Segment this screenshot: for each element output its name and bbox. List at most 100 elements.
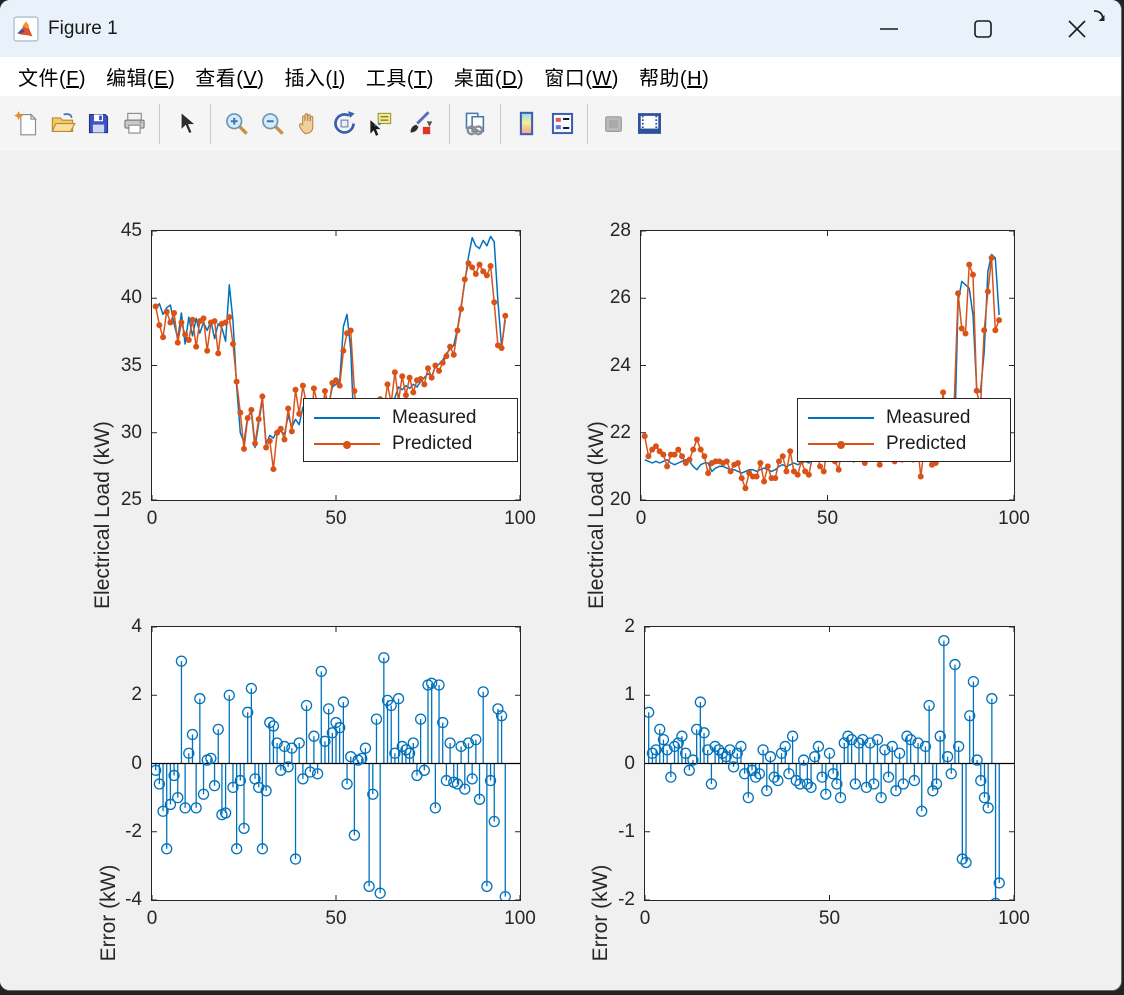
rotate-3d-button[interactable]: [326, 104, 362, 144]
axes-error-working-day: [151, 626, 521, 901]
save-figure-button[interactable]: [80, 104, 116, 144]
open-file-button[interactable]: [44, 104, 80, 144]
menu-item-i[interactable]: 插入(I): [284, 68, 346, 90]
y-tick-label: 1: [624, 684, 635, 706]
toolbar-separator: [449, 103, 450, 144]
window-title: Figure 1: [48, 17, 118, 39]
ylabel-error-non-working: Error (kW): [589, 864, 612, 962]
print-figure-button[interactable]: [116, 104, 152, 144]
link-plot-button[interactable]: [457, 104, 493, 144]
x-tick-label: 50: [818, 908, 841, 929]
predicted-line-sample: [314, 440, 380, 449]
ylabel-error-working: Error (kW): [97, 864, 120, 962]
toolbar: ▾: [0, 96, 1121, 152]
y-tick-label: 25: [120, 489, 142, 510]
y-tick-label: 0: [131, 752, 142, 774]
ylabel-working-day: Electrical Load (kW): [91, 421, 114, 609]
y-tick-label: 30: [120, 421, 142, 443]
close-icon: [1068, 20, 1086, 38]
toolbar-separator: [210, 103, 211, 144]
disabled-tool-icon: [604, 116, 622, 132]
menu-item-v[interactable]: 查看(V): [195, 68, 265, 90]
x-tick-label: 50: [325, 908, 347, 929]
menu-item-w[interactable]: 窗口(W): [544, 68, 619, 90]
zoom-out-button[interactable]: [254, 104, 290, 144]
x-tick-label: 0: [635, 508, 647, 529]
dock-arrow-icon[interactable]: [1091, 8, 1109, 26]
x-tick-label: 0: [639, 908, 651, 929]
axes-error-non-working-day: [644, 626, 1015, 901]
datatip-icon: [369, 112, 391, 136]
legend-item-measured: Measured: [808, 405, 1002, 431]
maximize-button[interactable]: [951, 6, 1015, 52]
hand-icon: [298, 113, 313, 135]
x-tick-label: 100: [504, 508, 536, 529]
ylabel-non-working-day: Electrical Load (kW): [585, 421, 608, 609]
y-tick-label: -4: [125, 889, 142, 910]
titlebar[interactable]: Figure 1: [0, 0, 1121, 57]
y-tick-label: 0: [624, 752, 635, 774]
menu-item-e[interactable]: 编辑(E): [106, 68, 176, 90]
insert-colorbar-button[interactable]: [508, 104, 544, 144]
legend-item-predicted: Predicted: [314, 431, 509, 457]
insert-legend-button[interactable]: [544, 104, 580, 144]
menubar: 文件(F) 编辑(E) 查看(V) 插入(I) 工具(T) 桌面(D) 窗口(W) 帮助(H): [0, 57, 1121, 97]
toolbar-separator: [159, 103, 160, 144]
brush-data-button[interactable]: ▾: [398, 104, 442, 144]
dock-icon: [637, 113, 661, 134]
pan-button[interactable]: [290, 104, 326, 144]
y-tick-label: 40: [120, 287, 142, 309]
y-tick-label: -2: [618, 889, 635, 910]
y-tick-label: -1: [618, 820, 635, 842]
minimize-button[interactable]: [857, 6, 921, 52]
toolbar-separator: [500, 103, 501, 144]
plot-area-error-non-working-day: [645, 627, 1014, 900]
data-cursor-button[interactable]: [362, 104, 398, 144]
edit-plot-button[interactable]: [167, 104, 203, 144]
x-tick-label: 100: [998, 908, 1030, 929]
y-tick-label: 2: [131, 684, 142, 706]
x-tick-label: 100: [998, 508, 1030, 529]
figure-canvas: Forecast using FFNN Compressor 1 - Worki…: [0, 151, 1121, 990]
x-tick-label: 0: [146, 908, 158, 929]
close-button[interactable]: [1045, 6, 1109, 52]
menu-item-d[interactable]: 桌面(D): [453, 68, 525, 90]
y-tick-label: 28: [609, 220, 631, 241]
printer-icon: [123, 112, 145, 134]
menu-item-t[interactable]: 工具(T): [365, 68, 434, 90]
y-tick-label: 35: [120, 354, 142, 376]
measured-line-sample: [808, 417, 874, 419]
x-tick-label: 50: [325, 508, 347, 529]
plot-area-forecast-working-day: [152, 231, 520, 500]
y-tick-label: 4: [131, 616, 142, 637]
predicted-marker-dot: [343, 440, 351, 449]
link-icon: [465, 112, 484, 136]
x-tick-label: 0: [146, 508, 158, 529]
minimize-icon: [880, 28, 898, 30]
menu-item-f[interactable]: 文件(F): [18, 68, 87, 90]
menu-item-h[interactable]: 帮助(H): [638, 68, 710, 90]
legend-icon: [551, 112, 573, 135]
y-tick-label: 26: [609, 287, 631, 309]
legend-non-working-day[interactable]: Measured Predicted: [797, 398, 1011, 462]
y-tick-label: 45: [120, 220, 142, 241]
maximize-icon: [974, 20, 992, 38]
y-tick-label: 24: [609, 354, 631, 376]
predicted-marker-dot: [837, 440, 845, 449]
zoom-in-icon: [225, 113, 248, 135]
dock-figure-button[interactable]: [631, 104, 667, 144]
brush-dropdown-caret[interactable]: ▾: [426, 118, 433, 130]
new-figure-button[interactable]: [8, 104, 44, 144]
colorbar-icon: [519, 111, 533, 136]
plot-area-error-working-day: [152, 627, 520, 900]
zoom-out-icon: [261, 113, 284, 135]
zoom-in-button[interactable]: [218, 104, 254, 144]
legend-working-day[interactable]: Measured Predicted: [303, 398, 518, 462]
pointer-icon: [179, 111, 197, 135]
hidden-plot-tool-button: [595, 104, 631, 144]
x-tick-label: 50: [816, 508, 839, 529]
matlab-icon: [13, 16, 39, 41]
save-icon: [88, 113, 108, 134]
measured-line-sample: [314, 417, 380, 419]
